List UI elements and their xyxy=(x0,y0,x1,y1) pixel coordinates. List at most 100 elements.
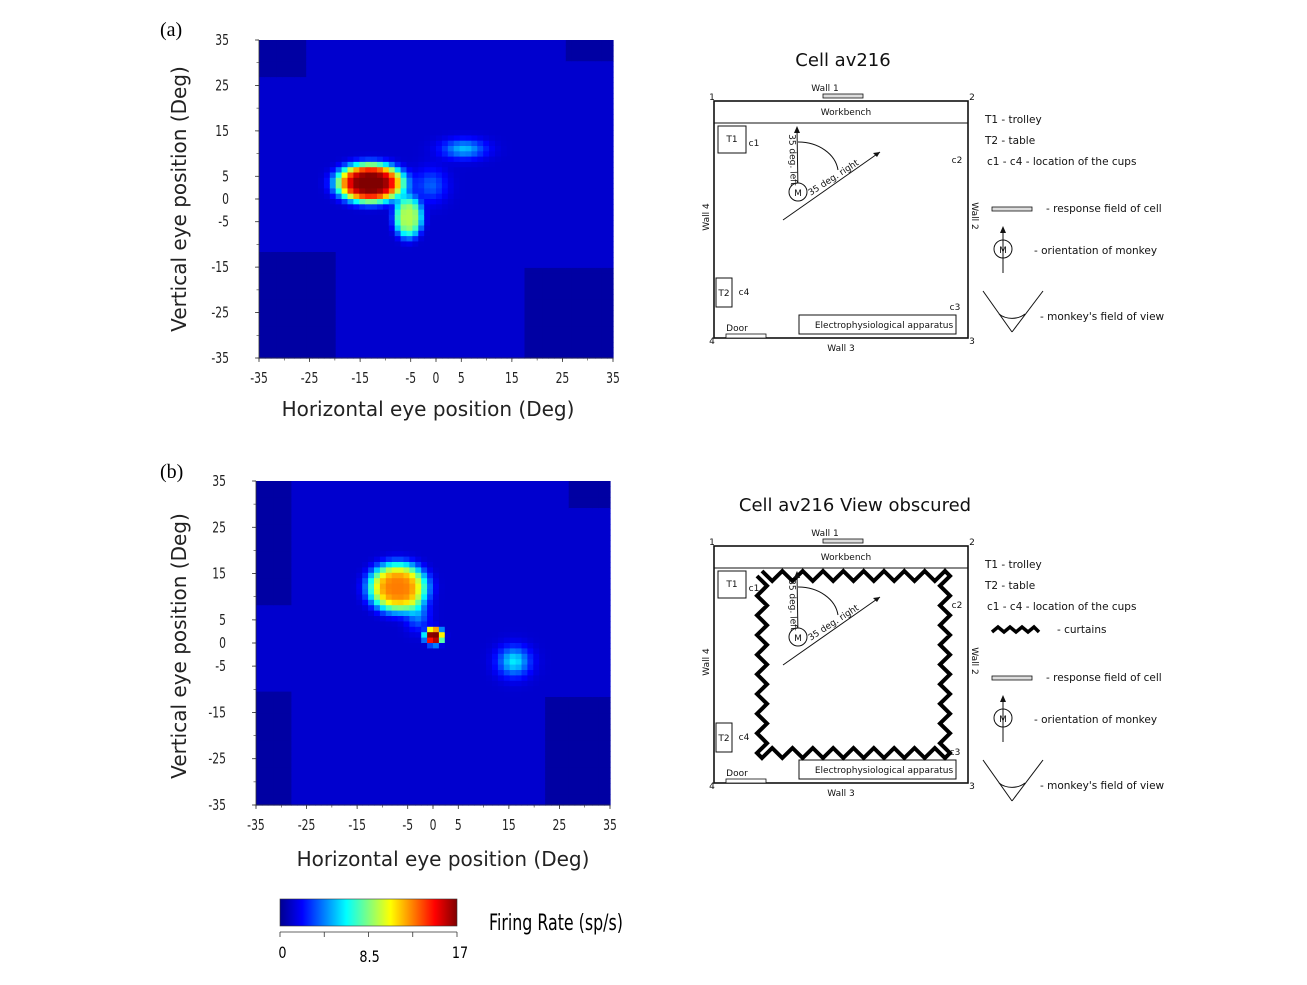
heatmap-cell xyxy=(554,299,561,306)
heatmap-cell xyxy=(264,230,272,237)
heatmap-cell xyxy=(518,225,526,232)
heatmap-cell xyxy=(303,616,310,622)
heatmap-cell xyxy=(607,299,614,306)
heatmap-cell xyxy=(565,199,573,205)
heatmap-cell xyxy=(306,87,313,94)
heatmap-cell xyxy=(338,729,346,736)
heatmap-cell xyxy=(583,103,590,110)
heatmap-cell xyxy=(303,540,310,547)
heatmap-cell xyxy=(441,45,449,52)
heatmap-cell xyxy=(347,77,354,83)
heatmap-cell xyxy=(285,767,292,774)
heatmap-cell xyxy=(338,535,346,541)
heatmap-cell xyxy=(554,156,561,163)
heatmap-cell xyxy=(377,146,384,152)
heatmap-cell xyxy=(267,648,275,655)
heatmap-cell xyxy=(288,71,295,78)
heatmap-cell xyxy=(288,220,295,227)
heatmap-cell xyxy=(335,161,343,168)
heatmap-cell xyxy=(524,204,531,211)
heatmap-cell xyxy=(465,299,472,306)
heatmap-cell xyxy=(368,740,375,747)
heatmap-cell xyxy=(589,230,596,237)
heatmap-cell xyxy=(332,680,340,687)
heatmap-cell xyxy=(347,108,354,115)
heatmap-cell xyxy=(459,161,467,168)
heatmap-cell xyxy=(320,621,328,628)
heatmap-cell xyxy=(495,124,502,131)
heatmap-cell xyxy=(483,50,490,57)
heatmap-cell xyxy=(353,294,360,301)
heatmap-cell xyxy=(318,336,325,343)
heatmap-cell xyxy=(400,347,408,354)
heatmap-cell xyxy=(318,257,325,264)
heatmap-cell xyxy=(374,756,381,763)
heatmap-cell xyxy=(559,225,567,232)
heatmap-cell xyxy=(577,103,585,110)
heatmap-cell xyxy=(589,156,596,163)
heatmap-cell xyxy=(400,204,408,211)
heatmap-cell xyxy=(453,108,461,115)
heatmap-cell xyxy=(329,193,337,200)
heatmap-cell xyxy=(279,707,287,714)
heatmap-cell xyxy=(300,119,307,126)
heatmap-cell xyxy=(329,273,337,280)
heatmap-cell xyxy=(329,188,337,195)
heatmap-cell xyxy=(379,740,387,747)
heatmap-cell xyxy=(506,305,514,311)
heatmap-cell xyxy=(338,583,346,590)
heatmap-cell xyxy=(264,161,272,168)
heatmap-cell xyxy=(374,745,381,752)
heatmap-cell xyxy=(353,199,360,205)
heatmap-cell xyxy=(536,294,543,301)
heatmap-cell xyxy=(356,524,363,531)
heatmap-cell xyxy=(335,225,343,232)
heatmap-cell xyxy=(264,140,272,147)
heatmap-cell xyxy=(471,77,478,83)
heatmap-cell xyxy=(273,621,281,628)
heatmap-cell xyxy=(542,55,549,62)
heatmap-cell xyxy=(335,209,343,216)
heatmap-cell xyxy=(374,751,381,757)
heatmap-cell xyxy=(306,93,313,99)
heatmap-cell xyxy=(530,135,537,142)
heatmap-cell xyxy=(365,93,372,99)
heatmap-cell xyxy=(542,151,549,158)
heatmap-cell xyxy=(607,336,614,343)
heatmap-cell xyxy=(406,342,413,348)
heatmap-cell xyxy=(394,220,402,227)
heatmap-cell xyxy=(374,788,381,795)
heatmap-cell xyxy=(259,273,266,280)
heatmap-cell xyxy=(323,199,331,205)
heatmap-cell xyxy=(291,535,298,541)
heatmap-cell xyxy=(371,199,378,205)
heatmap-cell xyxy=(453,283,461,290)
heatmap-cell xyxy=(394,278,402,285)
heatmap-cell xyxy=(424,177,431,184)
heatmap-cell xyxy=(412,119,419,126)
heatmap-cell xyxy=(465,225,472,232)
heatmap-cell xyxy=(273,713,281,720)
heatmap-cell xyxy=(465,87,472,94)
heatmap-cell xyxy=(335,236,343,242)
heatmap-cell xyxy=(350,799,357,806)
heatmap-cell xyxy=(583,82,590,89)
heatmap-cell xyxy=(559,283,567,290)
heatmap-cell xyxy=(294,289,301,295)
heatmap-cell xyxy=(565,236,573,242)
heatmap-cell xyxy=(374,502,381,509)
heatmap-cell xyxy=(326,648,334,655)
heatmap-cell xyxy=(506,114,514,121)
heatmap-cell xyxy=(294,167,301,174)
heatmap-cell xyxy=(303,621,310,628)
heatmap-cell xyxy=(312,177,319,184)
x-tick-label: 0 xyxy=(433,370,440,387)
heatmap-cell xyxy=(571,299,579,306)
heatmap-cell xyxy=(309,572,316,579)
heatmap-cell xyxy=(459,289,467,295)
heatmap-cell xyxy=(294,45,301,52)
heatmap-cell xyxy=(418,151,425,158)
heatmap-cell xyxy=(483,82,490,89)
heatmap-cell xyxy=(347,135,354,142)
heatmap-cell xyxy=(382,257,390,264)
